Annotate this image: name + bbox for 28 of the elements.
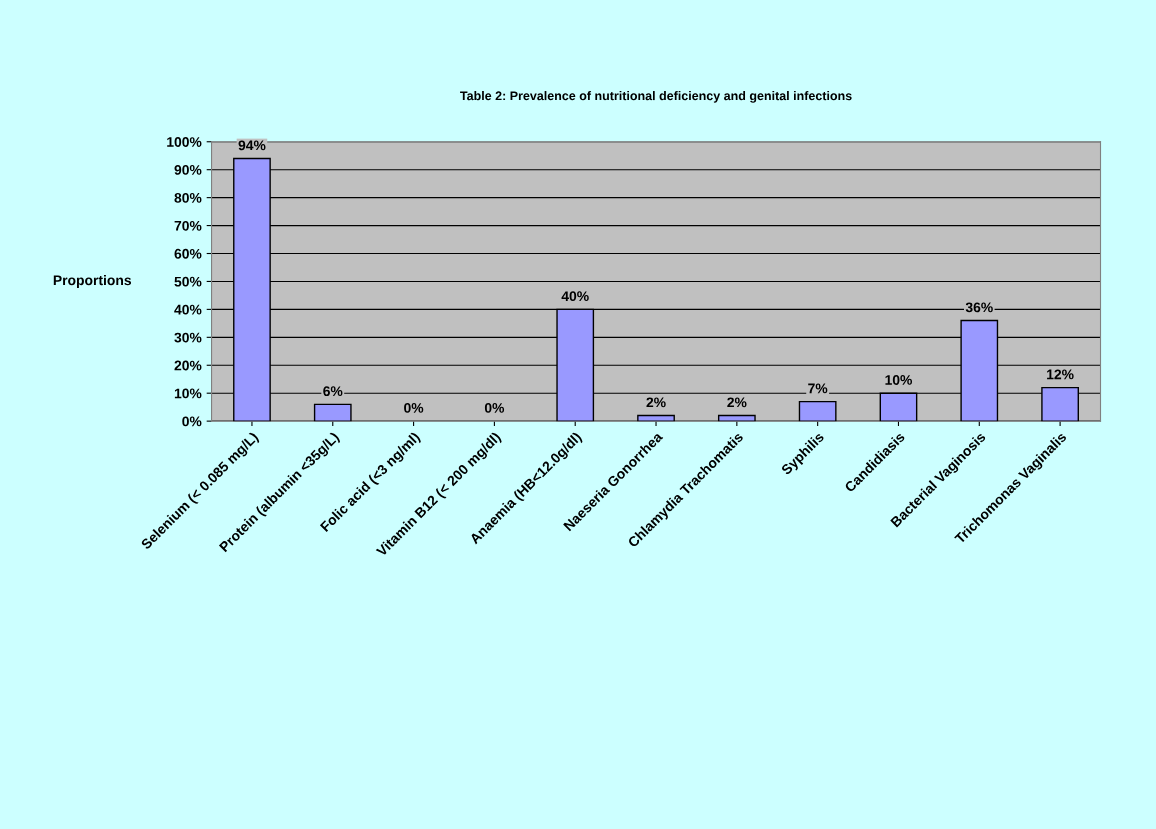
bar (717, 414, 756, 422)
data-label: 6% (323, 386, 343, 397)
data-label: 2% (646, 397, 666, 408)
data-label: 40% (561, 291, 589, 302)
chart-title: Table 2: Prevalence of nutritional deficiency and genital infections (460, 91, 852, 103)
bar (637, 414, 675, 422)
data-label: 0% (404, 403, 424, 413)
bar (798, 400, 837, 422)
y-tick-label: 40% (174, 304, 202, 315)
y-tick-label: 90% (174, 165, 202, 175)
y-tick-label: 20% (174, 360, 202, 371)
bar (313, 403, 352, 422)
data-label: 0% (484, 403, 505, 413)
data-label: 10% (885, 375, 913, 385)
y-tick-label: 0% (182, 416, 202, 427)
data-label: 12% (1047, 369, 1074, 380)
y-tick-label: 60% (174, 248, 202, 259)
data-label: 7% (808, 383, 828, 394)
data-label: 94% (238, 140, 266, 151)
data-label: 36% (965, 302, 993, 313)
y-tick-label: 80% (174, 192, 202, 203)
y-tick-label: 100% (167, 137, 202, 147)
y-axis-title: Proportions (53, 274, 132, 288)
data-label: 2% (727, 397, 747, 408)
y-tick-label: 10% (174, 388, 202, 399)
y-tick-label: 50% (174, 276, 202, 287)
y-tick-label: 30% (174, 332, 202, 343)
y-tick-label: 70% (174, 220, 202, 231)
